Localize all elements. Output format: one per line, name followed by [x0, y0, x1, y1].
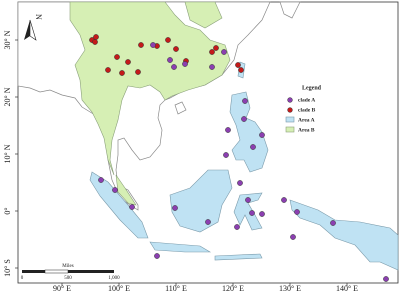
latitude-label: 20° N — [3, 87, 12, 106]
area-b — [69, 1, 231, 206]
scale-segment — [22, 270, 45, 273]
latitude-label: 10° N — [3, 144, 12, 163]
clade-a-point — [98, 177, 104, 183]
clade-b-point — [138, 42, 144, 48]
legend: Legend clade A clade B Area A Area B — [282, 82, 346, 146]
clade-a-point — [167, 57, 173, 63]
legend-label: clade B — [298, 107, 316, 113]
clade-a-point — [237, 180, 243, 186]
clade-a-point — [249, 210, 255, 216]
clade-a-point — [171, 64, 177, 70]
clade-a-point — [150, 42, 156, 48]
clade-b-point — [105, 67, 111, 73]
clade-b-point — [135, 69, 141, 75]
area-a-region — [89, 171, 149, 239]
north-arrow: N — [24, 14, 43, 41]
clade-b-points — [89, 34, 244, 76]
clade-a-point — [234, 224, 240, 230]
clade-a-point — [281, 197, 287, 203]
longitude-label: 90° E — [53, 284, 71, 293]
scale-label: 0 — [21, 276, 24, 281]
scale-segment — [68, 270, 114, 273]
clade-a-point — [383, 276, 389, 282]
north-arrow-shape — [24, 20, 30, 40]
clade-a-point — [129, 204, 135, 210]
scale-label: 500 — [64, 276, 72, 281]
clade-a-point — [241, 116, 247, 122]
clade-b-point — [238, 67, 244, 73]
longitude-label: 120° E — [222, 284, 244, 293]
clade-b-point — [125, 59, 131, 65]
clade-a-point — [245, 197, 251, 203]
longitude-label: 110° E — [165, 284, 187, 293]
island — [174, 101, 187, 115]
clade-b-point — [114, 54, 120, 60]
scale-segment — [44, 269, 69, 274]
clade-b-point — [209, 49, 215, 55]
clade-a-point — [330, 220, 336, 226]
clade-a-point — [290, 234, 296, 240]
area-a-region — [214, 253, 263, 261]
area-a-region — [169, 169, 233, 233]
area-a-region — [149, 241, 212, 253]
area-a-region — [229, 91, 269, 173]
latitude-axis: 30° N 20° N 10° N 0° 10° S — [3, 30, 18, 277]
clade-a-point — [209, 64, 215, 70]
longitude-label: 130° E — [279, 284, 301, 293]
clade-a-point — [112, 187, 118, 193]
legend-swatch — [285, 116, 295, 123]
clade-b-point — [235, 62, 241, 68]
north-arrow-shape — [29, 19, 37, 41]
area-a — [89, 61, 399, 271]
clade-b-point — [165, 37, 171, 43]
clade-b-point — [213, 45, 219, 51]
latitude-label: 30° N — [3, 30, 12, 49]
latitude-label: 0° — [3, 207, 12, 214]
area-a-region — [233, 192, 263, 231]
legend-label: clade A — [298, 97, 315, 103]
legend-swatch — [287, 107, 293, 113]
area-b-region — [69, 1, 231, 176]
clade-a-point — [294, 209, 300, 215]
clade-a-point — [250, 144, 256, 150]
clade-a-point — [182, 61, 188, 67]
scale-unit: Miles — [62, 264, 73, 269]
clade-a-point — [259, 132, 265, 138]
clade-b-point — [173, 46, 179, 52]
clade-a-point — [259, 211, 265, 217]
clade-a-point — [205, 219, 211, 225]
clade-b-point — [119, 70, 125, 76]
clade-a-point — [223, 152, 229, 158]
legend-swatch — [285, 126, 295, 133]
scale-label: 1,000 — [108, 276, 120, 281]
clade-a-point — [172, 205, 178, 211]
legend-box — [282, 82, 346, 146]
clade-b-point — [92, 39, 98, 45]
latitude-label: 10° S — [3, 259, 12, 277]
longitude-axis: 90° E 100° E 110° E 120° E 130° E 140° E — [53, 283, 358, 293]
clade-a-point — [221, 49, 227, 55]
longitude-label: 100° E — [108, 284, 130, 293]
clade-a-point — [225, 127, 231, 133]
clade-a-point — [242, 98, 248, 104]
north-label: N — [34, 14, 43, 20]
area-b-region — [184, 1, 223, 29]
clade-a-points — [98, 42, 389, 282]
legend-label: Area B — [298, 127, 315, 133]
legend-swatch — [287, 97, 293, 103]
legend-title: Legend — [302, 85, 322, 91]
clade-b-point — [93, 34, 99, 40]
clade-a-point — [154, 253, 160, 259]
legend-label: Area A — [298, 117, 315, 123]
longitude-label: 140° E — [336, 284, 358, 293]
scale-bar: 0 500 1,000 Miles — [21, 264, 120, 281]
area-a-region — [289, 199, 399, 271]
island — [279, 1, 301, 19]
